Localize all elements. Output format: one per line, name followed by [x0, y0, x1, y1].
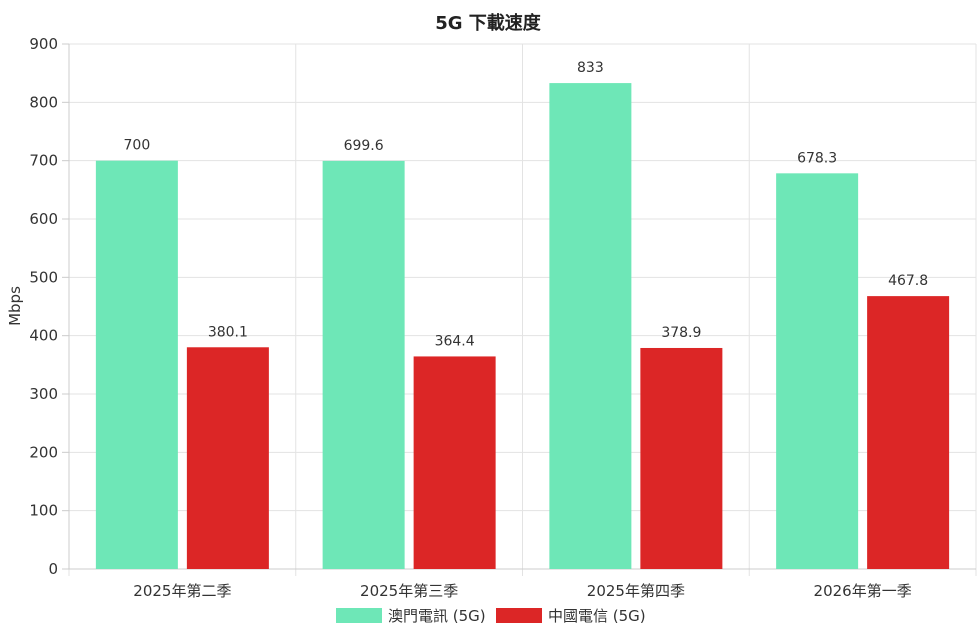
bar[interactable] [95, 160, 178, 569]
x-axis-ticks: 2025年第二季 2025年第三季 2025年第四季 2026年第一季 [133, 582, 911, 600]
legend-item[interactable]: 澳門電訊 (5G) [336, 607, 486, 625]
data-label: 700 [124, 138, 151, 154]
y-tick-label: 700 [29, 152, 58, 170]
y-tick-label: 300 [29, 385, 58, 403]
data-labels: 700 699.6 833 678.3 380.1 364.4 378.9 467.8 [124, 60, 929, 349]
grid-lines [68, 43, 977, 576]
bars [95, 83, 950, 569]
y-axis-ticks: 0 100 200 300 400 500 600 700 800 900 [29, 35, 69, 578]
x-tick-label: 2025年第三季 [360, 582, 458, 600]
data-label: 364.4 [435, 333, 475, 349]
legend[interactable]: 澳門電訊 (5G) 中國電信 (5G) [336, 607, 646, 625]
y-tick-label: 900 [29, 35, 58, 53]
y-axis-label: Mbps [6, 286, 24, 326]
x-tick-label: 2025年第四季 [587, 582, 685, 600]
y-tick-label: 400 [29, 327, 58, 345]
bar[interactable] [413, 356, 496, 569]
bar[interactable] [867, 296, 950, 569]
y-tick-label: 800 [29, 93, 58, 111]
chart-title: 5G 下載速度 [435, 12, 542, 34]
legend-item[interactable]: 中國電信 (5G) [496, 607, 646, 625]
data-label: 467.8 [888, 273, 928, 289]
legend-label: 澳門電訊 (5G) [388, 607, 486, 625]
bar[interactable] [322, 160, 405, 569]
x-tick-label: 2025年第二季 [133, 582, 231, 600]
y-tick-label: 0 [48, 560, 58, 578]
data-label: 699.6 [344, 138, 384, 154]
legend-swatch [336, 608, 382, 623]
bar[interactable] [776, 173, 859, 569]
bar[interactable] [186, 347, 269, 569]
legend-swatch [496, 608, 542, 623]
data-label: 833 [577, 60, 604, 76]
legend-label: 中國電信 (5G) [548, 607, 646, 625]
y-tick-label: 500 [29, 268, 58, 286]
y-tick-label: 100 [29, 502, 58, 520]
data-label: 378.9 [661, 325, 701, 341]
y-tick-label: 200 [29, 443, 58, 461]
x-tick-label: 2026年第一季 [814, 582, 912, 600]
data-label: 380.1 [208, 324, 248, 340]
y-tick-label: 600 [29, 210, 58, 228]
data-label: 678.3 [797, 150, 837, 166]
bar[interactable] [640, 347, 723, 569]
bar[interactable] [549, 83, 632, 569]
